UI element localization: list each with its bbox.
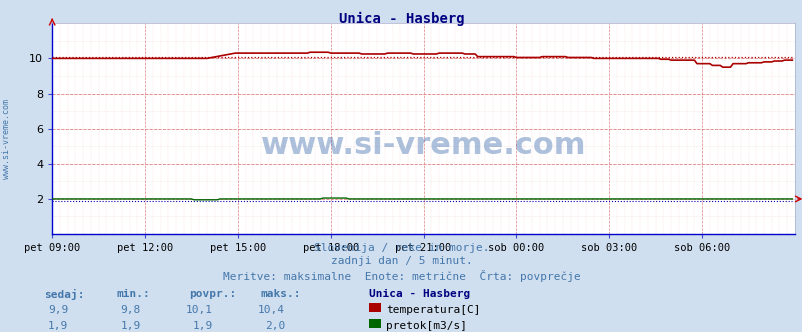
Text: min.:: min.: [116,289,150,299]
Text: Unica - Hasberg: Unica - Hasberg [338,12,464,26]
Text: www.si-vreme.com: www.si-vreme.com [261,131,585,160]
Text: Slovenija / reke in morje.: Slovenija / reke in morje. [314,243,488,253]
Text: maks.:: maks.: [261,289,301,299]
Text: 9,8: 9,8 [120,305,140,315]
Text: 2,0: 2,0 [265,321,285,331]
Text: Meritve: maksimalne  Enote: metrične  Črta: povprečje: Meritve: maksimalne Enote: metrične Črta… [222,270,580,282]
Text: sedaj:: sedaj: [44,289,84,300]
Text: temperatura[C]: temperatura[C] [386,305,480,315]
Text: 1,9: 1,9 [120,321,140,331]
Text: 1,9: 1,9 [48,321,68,331]
Text: 10,1: 10,1 [185,305,213,315]
Text: zadnji dan / 5 minut.: zadnji dan / 5 minut. [330,256,472,266]
Text: pretok[m3/s]: pretok[m3/s] [386,321,467,331]
Text: www.si-vreme.com: www.si-vreme.com [2,100,11,179]
Text: 10,4: 10,4 [257,305,285,315]
Text: Unica - Hasberg: Unica - Hasberg [369,289,470,299]
Text: 1,9: 1,9 [192,321,213,331]
Text: povpr.:: povpr.: [188,289,236,299]
Text: 9,9: 9,9 [48,305,68,315]
